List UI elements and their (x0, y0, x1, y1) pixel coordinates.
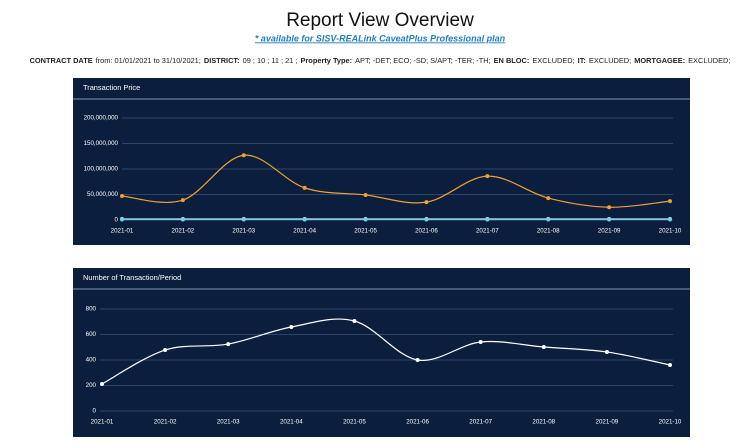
y-tick-label: 200 (86, 382, 97, 389)
x-tick-label: 2021-09 (596, 419, 619, 426)
x-tick-label: 2021-05 (354, 228, 377, 235)
data-point (163, 348, 168, 353)
data-point (668, 362, 672, 367)
x-tick-label: 2021-08 (537, 228, 560, 235)
data-point (180, 198, 185, 203)
y-tick-label: 0 (115, 217, 119, 224)
data-point (120, 194, 124, 199)
y-tick-label: 600 (86, 331, 97, 338)
x-tick-label: 2021-04 (280, 419, 303, 426)
x-tick-label: 2021-03 (232, 228, 255, 235)
filter-label: CONTRACT DATE (30, 56, 93, 65)
filter-value: 09 ; 10 ; 11 ; 21 ; (243, 56, 298, 65)
data-point (241, 217, 246, 222)
data-point (241, 153, 246, 158)
filter-label: DISTRICT: (204, 56, 240, 65)
data-point (546, 217, 551, 222)
data-point (302, 185, 307, 190)
data-point (363, 217, 368, 222)
y-tick-label: 50,000,000 (87, 191, 119, 198)
y-tick-label: 400 (86, 357, 97, 364)
data-point (604, 349, 609, 354)
filter-value: EXCLUDED; (532, 56, 574, 65)
data-point (100, 381, 104, 386)
plan-link[interactable]: * available for SISV-REALink CaveatPlus … (255, 33, 506, 43)
x-tick-label: 2021-10 (659, 228, 682, 235)
x-tick-label: 2021-07 (469, 419, 492, 426)
x-tick-label: 2021-04 (293, 228, 316, 235)
data-point (485, 217, 490, 222)
data-point (424, 217, 429, 222)
x-tick-label: 2021-03 (217, 419, 240, 426)
y-tick-label: 150,000,000 (84, 140, 119, 147)
data-point (363, 193, 368, 198)
x-tick-label: 2021-09 (598, 228, 621, 235)
filter-label: IT: (578, 56, 586, 65)
data-point (668, 217, 672, 222)
chart-title: Transaction Price (83, 83, 140, 92)
data-point (180, 217, 185, 222)
filter-line: CONTRACT DATE from: 01/01/2021 to 31/10/2… (30, 56, 731, 65)
filter-label: EN BLOC: (494, 56, 530, 65)
chart-title: Number of Transaction/Period (83, 273, 181, 282)
x-tick-label: 2021-01 (91, 419, 114, 426)
data-point (541, 344, 546, 349)
x-tick-label: 2021-01 (111, 228, 134, 235)
data-point (478, 340, 483, 345)
filter-value: EXCLUDED; (688, 56, 730, 65)
filter-label: MORTGAGEE: (634, 56, 685, 65)
data-point (546, 196, 551, 201)
y-tick-label: 100,000,000 (84, 166, 119, 173)
y-tick-label: 200,000,000 (84, 115, 119, 122)
data-point (302, 217, 307, 222)
data-point (607, 217, 612, 222)
x-tick-label: 2021-08 (532, 419, 555, 426)
data-point (668, 199, 672, 204)
filter-value: APT; -DET; ECO; -SD; S/APT; -TER; -TH; (355, 56, 491, 65)
data-point (226, 342, 231, 347)
page-title: Report View Overview (286, 10, 474, 31)
filter-label: Property Type: (301, 56, 353, 65)
data-point (415, 358, 420, 362)
data-point (485, 174, 490, 179)
series-line (101, 318, 671, 385)
x-tick-label: 2021-07 (476, 228, 499, 235)
data-point (289, 324, 294, 329)
chart-panel (73, 268, 690, 437)
filter-value: EXCLUDED; (589, 56, 631, 65)
x-tick-label: 2021-06 (406, 419, 429, 426)
x-tick-label: 2021-02 (154, 419, 177, 426)
filter-value: from: 01/01/2021 to 31/10/2021; (96, 56, 201, 65)
y-tick-label: 0 (93, 408, 97, 415)
data-point (352, 318, 357, 323)
data-point (424, 200, 429, 205)
data-point (607, 205, 612, 210)
series-line (121, 154, 671, 208)
x-tick-label: 2021-06 (415, 228, 438, 235)
x-tick-label: 2021-02 (172, 228, 195, 235)
x-tick-label: 2021-05 (343, 419, 366, 426)
chart-panel (73, 78, 690, 245)
x-tick-label: 2021-10 (659, 419, 682, 426)
y-tick-label: 800 (86, 306, 97, 313)
data-point (120, 217, 124, 222)
